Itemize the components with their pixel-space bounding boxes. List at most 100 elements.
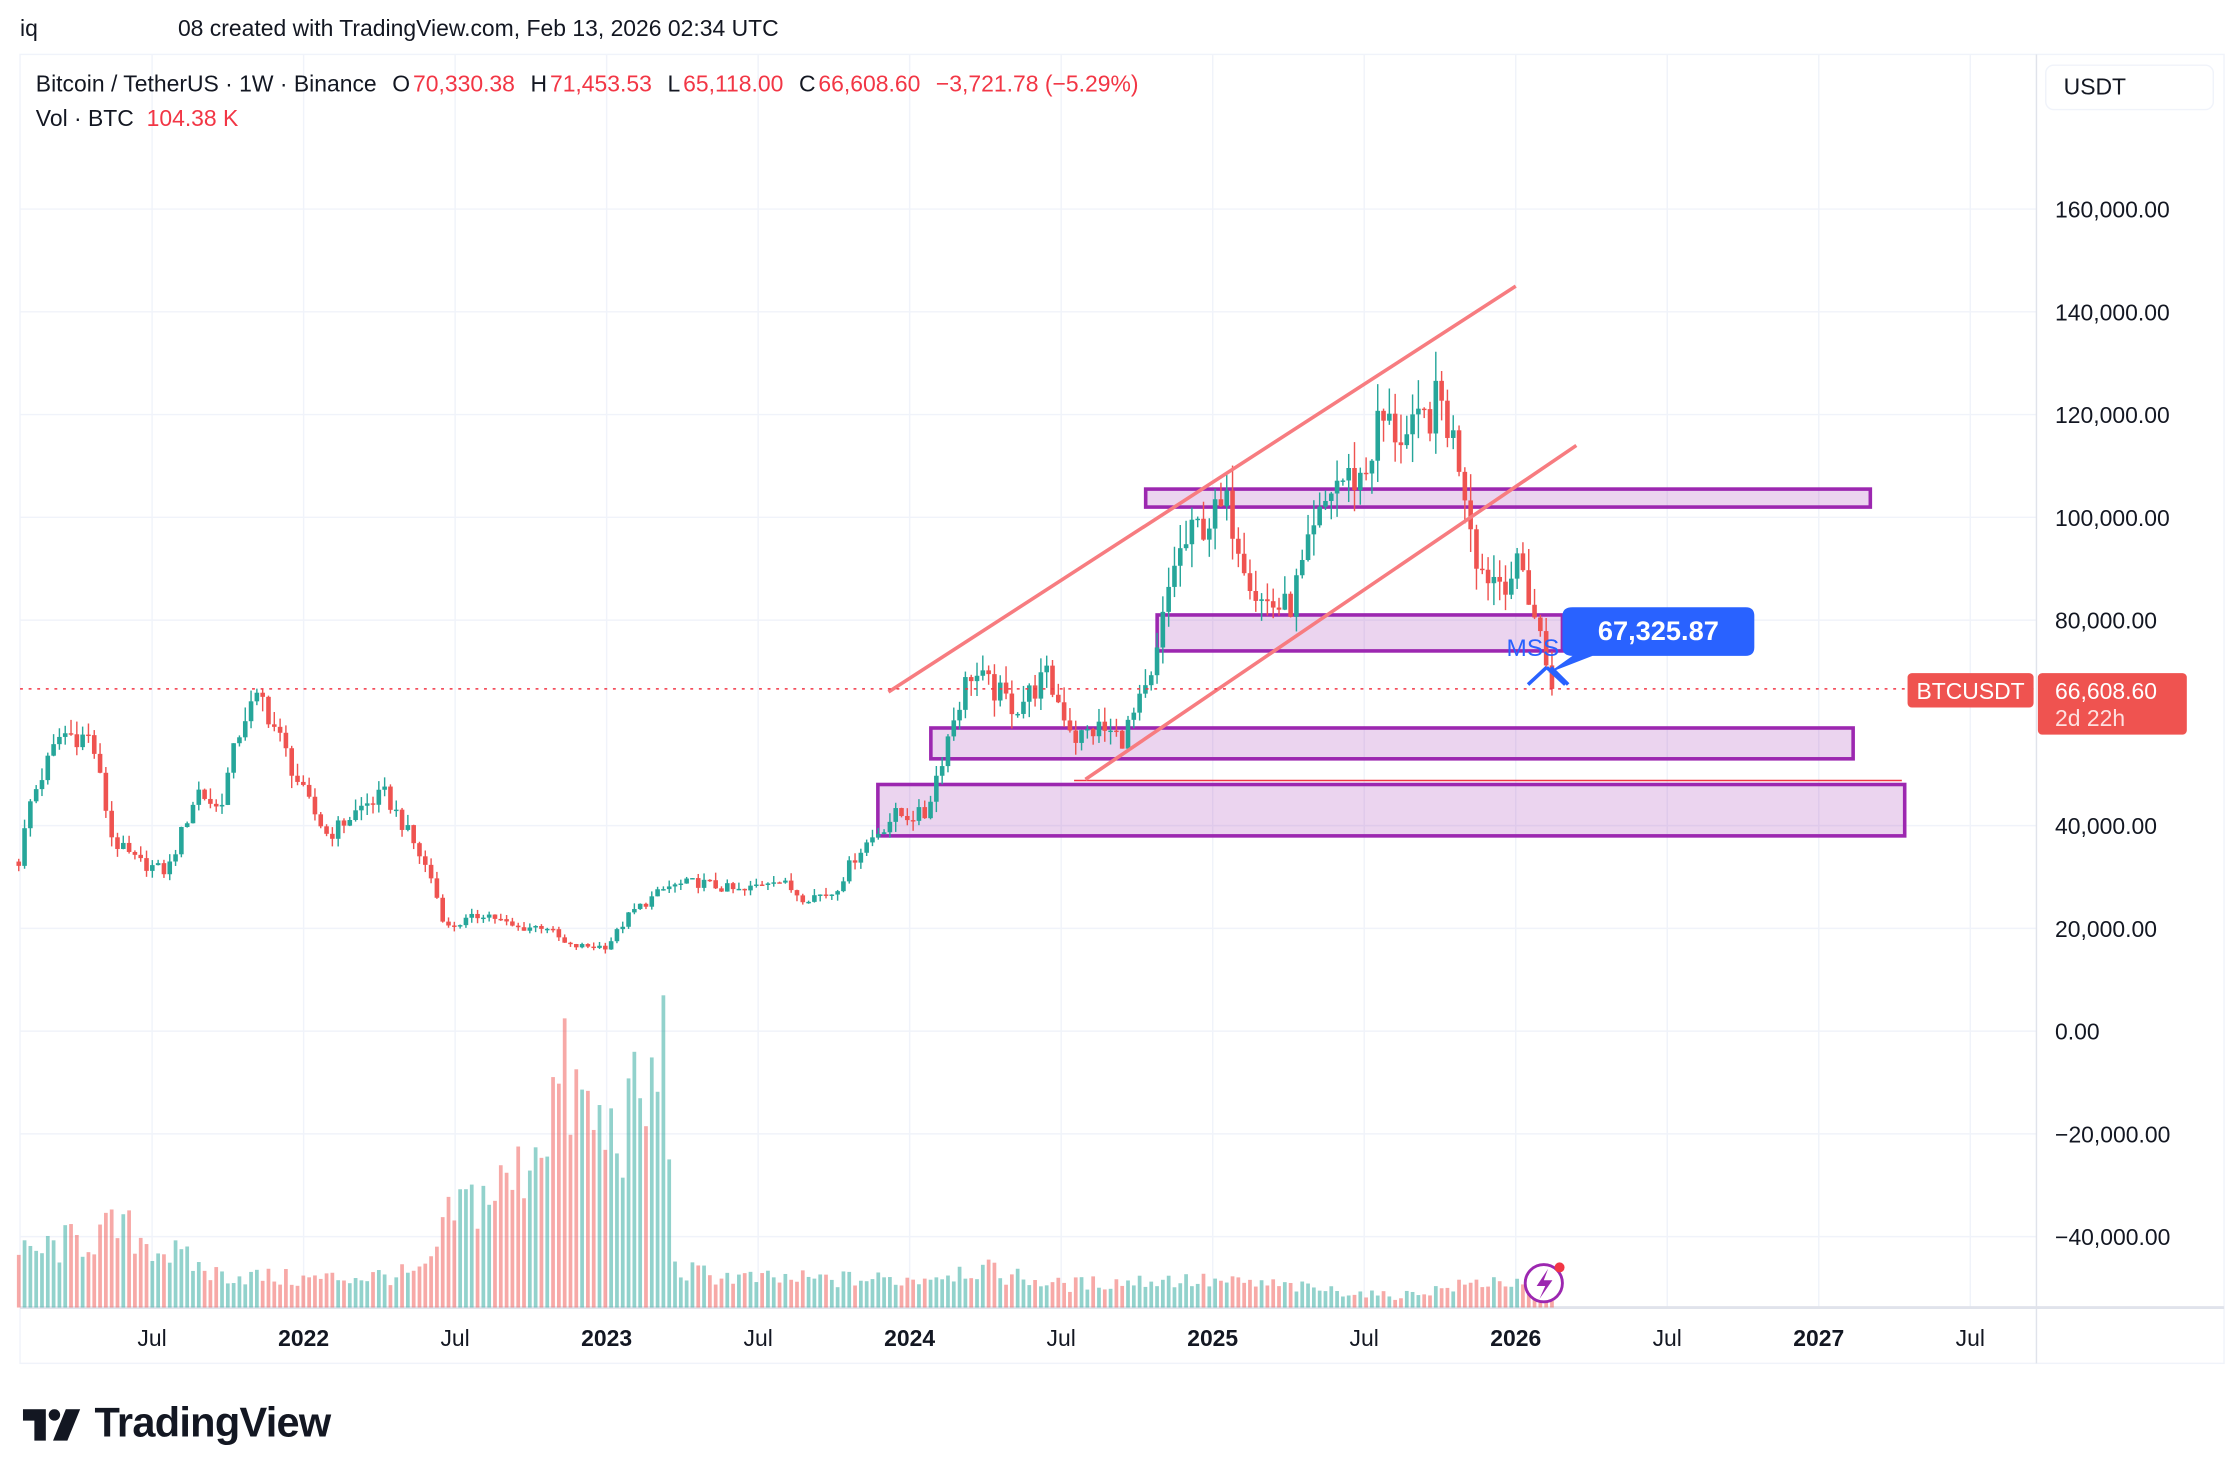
volume-bar: [429, 1256, 433, 1308]
candle-body: [1410, 414, 1415, 435]
candle-body: [928, 801, 933, 819]
volume-bar: [551, 1077, 555, 1308]
x-tick-label: Jul: [1047, 1325, 1076, 1351]
candle-body: [992, 674, 997, 701]
candle-body: [724, 883, 730, 892]
volume-bar: [493, 1200, 497, 1308]
currency-button[interactable]: USDT: [2045, 64, 2215, 111]
candle-body: [1305, 534, 1311, 560]
volume-bar: [1079, 1277, 1084, 1308]
candle-body: [341, 820, 347, 826]
volume-bar: [713, 1284, 718, 1308]
candle-body: [266, 696, 271, 725]
volume-bar: [1236, 1277, 1241, 1308]
candle-body: [1032, 685, 1038, 699]
volume-bar: [411, 1270, 416, 1308]
candle-body: [939, 766, 945, 776]
volume-bar: [1224, 1282, 1229, 1308]
candle-body: [957, 709, 962, 721]
volume-bar: [1004, 1284, 1008, 1308]
candle-body: [620, 926, 626, 930]
volume-bar: [562, 1018, 567, 1308]
volume-bar: [284, 1269, 288, 1308]
volume-bar: [673, 1261, 677, 1308]
volume-bar: [249, 1271, 253, 1308]
volume-bar: [1120, 1285, 1125, 1308]
candle-body: [736, 888, 742, 891]
candle-body: [434, 878, 440, 898]
symbol-title[interactable]: Bitcoin / TetherUS · 1W · Binance: [35, 73, 377, 98]
candle-body: [881, 832, 887, 834]
volume-bar: [498, 1165, 503, 1308]
volume-bar: [661, 995, 666, 1308]
volume-bar: [1259, 1280, 1264, 1308]
candle-body: [1369, 460, 1375, 474]
candle-body: [875, 833, 881, 838]
volume-bar: [1190, 1286, 1194, 1308]
candle-body: [126, 842, 132, 852]
candle-body: [422, 856, 428, 865]
tradingview-logo[interactable]: TradingView: [22, 1401, 331, 1448]
volume-bar: [911, 1279, 915, 1308]
candle-body: [498, 918, 504, 921]
volume-bar: [1131, 1285, 1136, 1308]
candle-body: [1439, 380, 1444, 401]
candle-body: [1346, 468, 1351, 481]
volume-bar: [74, 1234, 79, 1308]
candle-body: [1497, 576, 1502, 582]
candle-body: [213, 803, 219, 807]
volume-bar: [882, 1277, 886, 1308]
x-tick-label: 2026: [1490, 1325, 1541, 1351]
last-price-label: 66,608.60: [2055, 678, 2157, 704]
volume-bar: [1184, 1274, 1188, 1308]
candle-body: [649, 896, 655, 907]
tradingview-logo-icon: [22, 1408, 81, 1440]
volume-bar: [16, 1254, 21, 1308]
volume-bar: [1195, 1283, 1200, 1308]
volume-bar: [196, 1262, 201, 1308]
candle-body: [1398, 442, 1404, 446]
volume-bar: [1451, 1291, 1456, 1308]
volume-bar: [388, 1285, 393, 1308]
last-price-tag: [2037, 673, 2187, 735]
candle-body: [1056, 694, 1061, 703]
volume-bar: [1050, 1282, 1055, 1308]
volume-bar: [766, 1270, 770, 1308]
volume-bar: [800, 1270, 805, 1308]
volume-bar: [1346, 1295, 1351, 1308]
candle-body: [1177, 548, 1183, 566]
volume-bar: [1509, 1286, 1514, 1308]
volume-bar: [684, 1280, 689, 1308]
candle-body: [62, 733, 68, 737]
volume-bar: [208, 1280, 213, 1308]
candle-body: [1201, 518, 1206, 540]
candle-body: [1224, 490, 1230, 507]
candle-body: [1096, 721, 1102, 737]
volume-bar: [876, 1272, 881, 1308]
close-value: 66,608.60: [818, 73, 921, 98]
candle-body: [829, 894, 835, 896]
candle-body: [573, 944, 579, 948]
volume-bar: [632, 1051, 637, 1308]
candle-body: [823, 894, 829, 896]
candle-body: [835, 891, 840, 895]
volume-bar: [45, 1235, 50, 1308]
volume-bar: [1044, 1285, 1049, 1308]
candle-body: [1526, 570, 1532, 605]
volume-bar: [150, 1260, 155, 1308]
volume-bar: [690, 1262, 695, 1308]
candle-body: [812, 895, 817, 902]
volume-bar: [644, 1126, 648, 1308]
volume-bar: [115, 1238, 120, 1308]
volume-bar: [400, 1264, 404, 1308]
volume-bar: [864, 1281, 869, 1308]
candle-body: [1067, 720, 1073, 731]
candle-body: [556, 929, 562, 938]
candle-body: [1323, 500, 1328, 507]
candle-body: [608, 941, 614, 950]
low-label: L: [667, 73, 681, 98]
candle-body: [481, 917, 486, 920]
candle-body: [852, 860, 858, 863]
volume-bar: [1445, 1287, 1450, 1308]
